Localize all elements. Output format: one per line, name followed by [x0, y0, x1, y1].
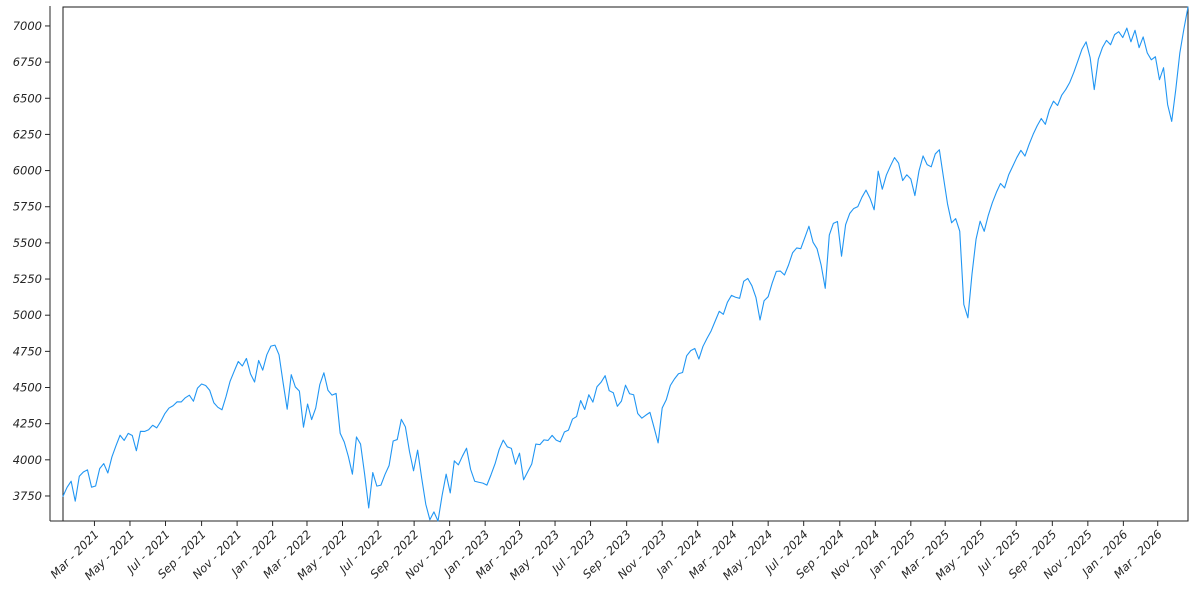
y-tick-label: 4500: [13, 381, 42, 395]
y-tick-label: 6250: [13, 127, 42, 141]
y-tick-label: 4000: [13, 453, 42, 467]
y-tick-label: 3750: [13, 489, 42, 503]
y-tick-label: 7000: [13, 19, 42, 33]
y-tick-label: 5750: [13, 200, 42, 214]
y-tick-label: 5500: [13, 236, 42, 250]
y-tick-label: 4250: [13, 417, 42, 431]
y-tick-label: 5250: [13, 272, 42, 286]
plot-border: [62, 6, 1189, 522]
price-line: [62, 6, 1189, 522]
y-tick-label: 6750: [13, 55, 42, 69]
y-tick-label: 6000: [13, 164, 42, 178]
y-tick-label: 4750: [13, 344, 42, 358]
y-tick-label: 5000: [13, 308, 42, 322]
y-tick-label: 6500: [13, 91, 42, 105]
